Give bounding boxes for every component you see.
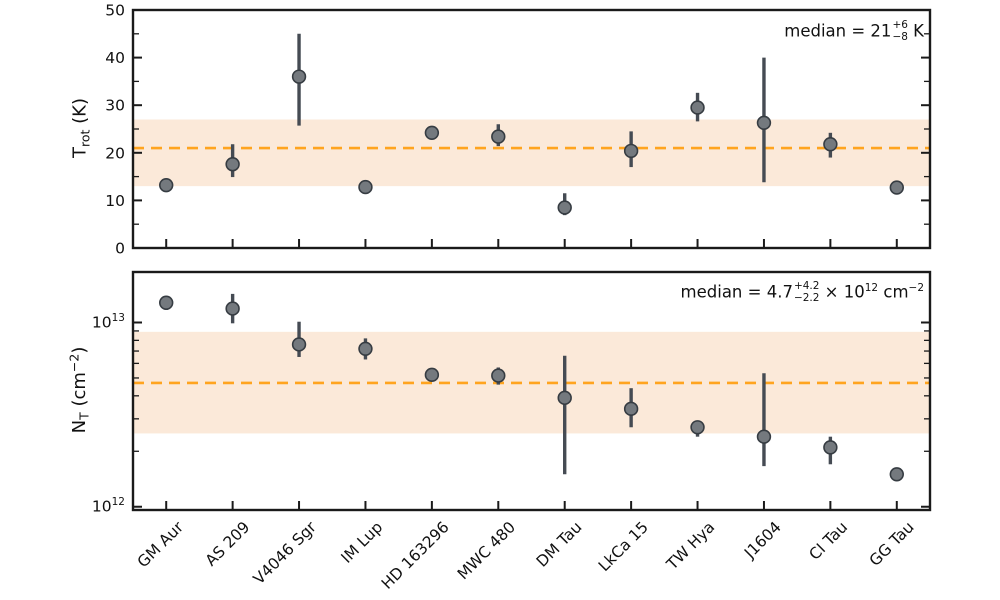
data-point-as-209: [225, 157, 240, 172]
x-tick-label-mwc-480: MWC 480: [454, 518, 519, 583]
panel-frame: [131, 270, 932, 512]
data-point-tw-hya: [690, 100, 705, 115]
y-tick-label: 1012: [92, 496, 125, 516]
x-tick-label-gm-aur: GM Aur: [134, 518, 188, 572]
ylabel-nt-unit: (cm: [68, 372, 90, 413]
data-point-ci-tau: [823, 440, 838, 455]
data-point-mwc-480: [491, 368, 506, 383]
data-point-im-lup: [358, 179, 373, 195]
ylabel-trot-main: T: [69, 147, 91, 158]
data-point-dm-tau: [557, 390, 572, 406]
x-tick-label-gg-tau: GG Tau: [866, 518, 918, 570]
ylabel-nt-close: ): [68, 346, 90, 354]
annotation-times: × 10: [819, 282, 865, 302]
data-point-gg-tau: [889, 467, 904, 482]
median-annotation-nt: median = 4.7 +4.2 −2.2 × 1012 cm−2: [680, 280, 924, 305]
y-axis-label-nt: NT (cm−2): [67, 347, 92, 434]
x-tick-label-ci-tau: CI Tau: [806, 518, 852, 564]
data-point-lkca-15: [623, 143, 639, 159]
annotation-exponent: 12: [864, 282, 879, 295]
x-tick-label-hd-163296: HD 163296: [378, 518, 453, 593]
annotation-unit: K: [907, 21, 924, 41]
data-point-hd-163296: [424, 125, 440, 141]
data-point-gg-tau: [889, 180, 904, 195]
data-point-mwc-480: [491, 129, 506, 144]
x-tick-label-tw-hya: TW Hya: [662, 518, 718, 574]
median-annotation-trot: median = 21 +6 −8 K: [784, 19, 924, 44]
x-tick-label-lkca-15: LkCa 15: [595, 518, 652, 575]
annotation-lower-error: −8: [892, 30, 908, 43]
median-band: [133, 119, 930, 187]
annotation-text: median = 21: [784, 21, 892, 41]
y-tick-label: 0: [115, 240, 125, 258]
x-tick-label-im-lup: IM Lup: [338, 518, 387, 567]
data-point-as-209: [225, 301, 240, 316]
annotation-unit: cm: [878, 282, 909, 302]
y-tick-label: 10: [105, 192, 125, 210]
x-tick-label-dm-tau: DM Tau: [533, 518, 586, 571]
data-point-v4046-sgr: [291, 337, 307, 352]
data-point-ci-tau: [823, 137, 838, 152]
ylabel-nt-exp: −2: [66, 353, 82, 373]
y-axis-label-trot: Trot (K): [70, 98, 93, 158]
data-point-hd-163296: [424, 367, 440, 383]
annotation-lower-error: −2.2: [793, 291, 820, 304]
annotation-errors: +4.2 −2.2: [793, 280, 820, 305]
ylabel-trot-unit: (K): [69, 98, 91, 130]
annotation-unit-exponent: −2: [908, 282, 924, 295]
data-point-tw-hya: [690, 420, 705, 435]
x-tick-label-j1604: J1604: [740, 518, 785, 563]
data-point-j1604: [756, 115, 772, 131]
data-point-im-lup: [358, 341, 373, 356]
y-tick-label: 20: [105, 144, 125, 162]
y-tick-label: 40: [105, 49, 125, 67]
y-tick-label: 1013: [92, 312, 125, 332]
annotation-upper-error: +4.2: [793, 280, 820, 292]
data-point-gm-aur: [159, 177, 174, 193]
ylabel-nt-sub: T: [76, 412, 92, 420]
data-point-gm-aur: [159, 295, 174, 310]
y-tick-label: 30: [105, 97, 125, 115]
data-point-v4046-sgr: [291, 69, 307, 84]
x-tick-label-v4046-sgr: V4046 Sgr: [250, 518, 320, 588]
x-tick-label-as-209: AS 209: [202, 518, 254, 570]
data-point-dm-tau: [557, 200, 572, 215]
annotation-text: median = 4.7: [680, 282, 793, 302]
data-point-j1604: [756, 429, 772, 444]
panel-frame: [131, 8, 932, 250]
ylabel-nt-main: N: [68, 419, 90, 434]
annotation-upper-error: +6: [892, 19, 908, 31]
y-tick-label: 50: [105, 2, 125, 20]
ylabel-trot-sub: rot: [77, 129, 93, 147]
annotation-errors: +6 −8: [892, 19, 908, 44]
data-point-lkca-15: [623, 401, 639, 417]
